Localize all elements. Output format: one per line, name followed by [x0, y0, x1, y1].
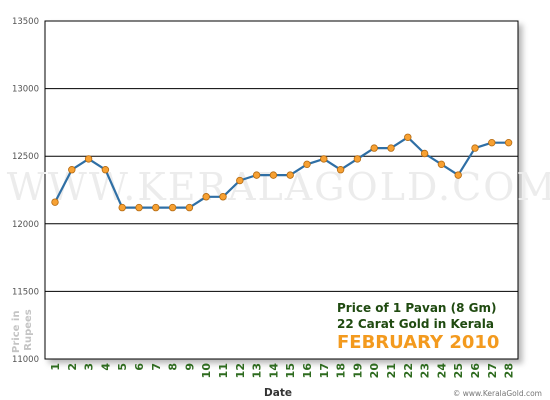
- data-point: [504, 138, 513, 147]
- data-point: [269, 171, 278, 179]
- x-tick-label: 25: [452, 363, 465, 378]
- x-tick-label: 6: [133, 363, 146, 371]
- price-markers: [51, 133, 513, 212]
- y-tick-label: 12500: [12, 152, 39, 162]
- data-point: [252, 171, 261, 179]
- x-tick-label: 26: [469, 363, 482, 379]
- x-tick-label: 19: [351, 363, 364, 378]
- data-point: [454, 171, 462, 179]
- x-tick-label: 12: [234, 363, 247, 378]
- x-axis-ticks: 1 2 3 4 5 6 7 8 9 10 11 12 13 14 15 16 17 18 19 20 21 22 23 24 2…: [49, 363, 516, 379]
- x-tick-label: 16: [301, 363, 314, 379]
- x-tick-label: 14: [267, 363, 280, 379]
- data-point: [420, 149, 429, 158]
- x-tick-label: 13: [251, 363, 264, 378]
- y-tick-label: 11500: [12, 287, 39, 297]
- x-tick-label: 4: [99, 363, 112, 371]
- data-point: [236, 176, 244, 185]
- plot-area: [44, 20, 519, 360]
- x-tick-label: 17: [318, 363, 331, 378]
- x-tick-label: 9: [183, 363, 196, 371]
- price-line: [54, 136, 509, 209]
- data-point: [471, 144, 479, 152]
- x-axis-label: Date: [264, 387, 292, 399]
- data-point: [202, 193, 210, 201]
- data-point: [168, 203, 177, 212]
- x-tick-label: 15: [284, 363, 297, 378]
- x-tick-label: 22: [402, 363, 415, 378]
- data-point: [488, 138, 496, 147]
- data-point: [286, 171, 294, 179]
- data-point: [387, 144, 395, 152]
- y-tick-label: 11000: [12, 355, 39, 365]
- x-tick-label: 10: [200, 363, 213, 379]
- data-point: [320, 155, 328, 163]
- y-tick-label: 13000: [12, 85, 39, 95]
- data-point: [370, 144, 378, 152]
- x-tick-label: 20: [368, 363, 381, 379]
- x-tick-label: 27: [486, 363, 499, 378]
- data-point: [118, 203, 126, 212]
- x-tick-label: 18: [335, 363, 348, 378]
- data-point: [152, 203, 160, 212]
- x-tick-label: 3: [83, 363, 96, 371]
- annotation-line-1: Price of 1 Pavan (8 Gm): [337, 301, 497, 315]
- x-tick-label: 21: [385, 363, 398, 378]
- data-point: [437, 160, 446, 169]
- data-point: [303, 160, 311, 169]
- data-point: [84, 155, 93, 163]
- footer-credit: © www.KeralaGold.com: [453, 389, 542, 398]
- y-tick-label: 13500: [12, 17, 39, 27]
- watermark-text: WWW.KERALAGOLD.COM: [7, 165, 550, 209]
- data-point: [101, 166, 110, 174]
- y-axis-label: Price in Rupees: [11, 307, 34, 353]
- data-point: [404, 133, 412, 141]
- x-tick-label: 24: [435, 363, 448, 379]
- y-tick-label: 12000: [12, 220, 39, 230]
- data-point: [51, 198, 59, 206]
- data-point: [135, 203, 143, 212]
- x-tick-label: 7: [150, 363, 163, 371]
- x-tick-label: 28: [503, 363, 516, 378]
- x-tick-label: 5: [116, 363, 129, 371]
- x-tick-label: 2: [66, 363, 79, 371]
- grid-lines: [45, 88, 518, 292]
- data-point: [219, 193, 227, 201]
- data-point: [185, 203, 194, 212]
- y-axis-ticks: 11000 11500 12000 12500 13000 13500: [12, 17, 39, 365]
- x-tick-label: 8: [167, 363, 180, 371]
- x-tick-label: 23: [419, 363, 432, 378]
- x-tick-label: 11: [217, 363, 230, 378]
- x-tick-label: 1: [49, 363, 62, 371]
- data-point: [68, 166, 76, 174]
- annotation-line-3: FEBRUARY 2010: [337, 332, 499, 353]
- data-point: [353, 155, 362, 163]
- data-point: [336, 166, 345, 174]
- annotation-line-2: 22 Carat Gold in Kerala: [337, 317, 494, 331]
